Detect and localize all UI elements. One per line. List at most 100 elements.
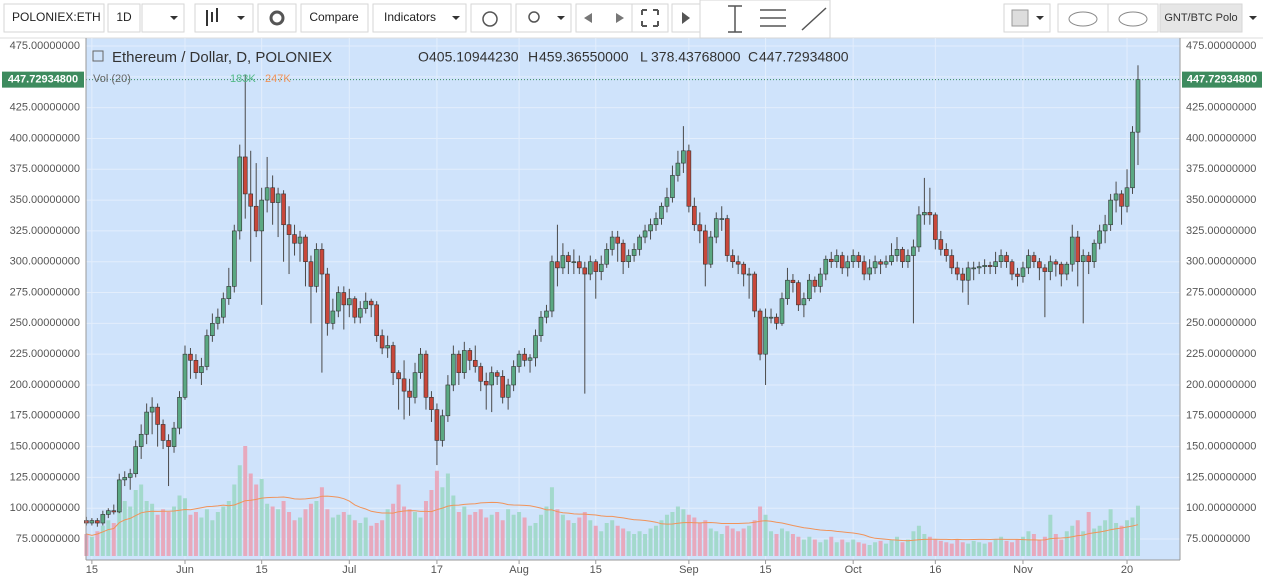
- volume-bar: [955, 539, 960, 556]
- legend-value: 447.72934800: [759, 49, 849, 65]
- indicators[interactable]: Indicators: [384, 10, 436, 24]
- volume-legend: Vol (20): [93, 73, 131, 85]
- volume-bar: [840, 539, 845, 556]
- volume-bar: [999, 536, 1004, 556]
- y-tick-label-right: 425.00000000: [1186, 102, 1256, 114]
- candle-body: [292, 234, 297, 244]
- volume-bar: [133, 490, 138, 556]
- volume-bar: [265, 503, 270, 556]
- settings-button[interactable]: [257, 3, 297, 33]
- candle-body: [943, 249, 949, 256]
- candle-body: [445, 384, 451, 417]
- compare[interactable]: Compare: [309, 10, 359, 24]
- more-button[interactable]: [141, 3, 185, 33]
- bulb-icon: [528, 11, 540, 23]
- indicators-button[interactable]: [372, 3, 467, 33]
- volume-bar: [610, 520, 615, 556]
- chart-style-button[interactable]: [194, 3, 254, 33]
- y-tick-label: 425.00000000: [10, 102, 80, 114]
- volume-bar: [878, 540, 883, 556]
- candle-body: [965, 267, 971, 281]
- candle-body: [215, 316, 221, 324]
- y-tick-label: 200.00000000: [10, 379, 80, 391]
- layout-box[interactable]: [1159, 3, 1243, 33]
- plot-area: [86, 38, 1180, 560]
- last-price-label: 447.72934800: [1187, 74, 1257, 86]
- volume-bar: [122, 501, 127, 556]
- candle-body: [188, 353, 193, 361]
- candle-body: [845, 261, 851, 269]
- candle-body: [1119, 193, 1124, 207]
- drawing-tools[interactable]: [699, 0, 831, 39]
- candle-body: [467, 350, 473, 361]
- y-tick-label-right: 75.00000000: [1186, 533, 1250, 545]
- volume-bar: [1015, 539, 1020, 556]
- volume-bar: [758, 506, 763, 556]
- alert-button[interactable]: [470, 3, 512, 33]
- candle-body: [538, 316, 544, 336]
- volume-bar: [369, 525, 374, 556]
- candle-body: [620, 242, 626, 263]
- volume-bar: [1070, 525, 1075, 556]
- legend-key: C: [748, 49, 758, 65]
- candle-body: [872, 261, 878, 269]
- candle-body: [927, 212, 933, 216]
- color-swatch: [1011, 9, 1029, 27]
- gear-icon: [269, 10, 285, 26]
- volume-bar: [385, 509, 390, 556]
- x-tick-label: 15: [590, 564, 602, 576]
- volume-bar: [111, 523, 116, 556]
- volume-bar: [769, 531, 774, 556]
- volume-bar: [155, 514, 160, 556]
- x-tick-label: Sep: [679, 564, 699, 576]
- candle-body: [593, 261, 599, 272]
- candle-body: [998, 255, 1004, 263]
- volume-bar: [473, 512, 478, 556]
- volume-bar: [632, 534, 637, 556]
- volume-ma: [86, 495, 1139, 542]
- fullscreen-button[interactable]: [631, 3, 669, 33]
- candle-body: [867, 267, 872, 275]
- compare-button[interactable]: [300, 3, 369, 33]
- volume-bar: [1026, 531, 1031, 556]
- caret: [557, 16, 565, 20]
- volume-bar: [128, 506, 133, 556]
- candle-body: [790, 279, 796, 283]
- volume-bar: [982, 543, 987, 556]
- interval-box[interactable]: [107, 3, 141, 33]
- symbol[interactable]: POLONIEX:ETH: [12, 10, 101, 24]
- candle-body: [1042, 267, 1048, 272]
- volume-bar: [659, 520, 664, 556]
- candle-body: [253, 205, 259, 232]
- volume-bar: [884, 543, 889, 556]
- volume-bar: [1125, 520, 1130, 556]
- y-tick-label: 350.00000000: [10, 194, 80, 206]
- save-button[interactable]: [1107, 3, 1159, 33]
- x-tick-label: Nov: [1013, 564, 1033, 576]
- volume-bar: [451, 495, 456, 556]
- candle-body: [1020, 267, 1026, 277]
- volume-bar: [571, 523, 576, 556]
- candle-body: [210, 323, 215, 336]
- volume-bar: [413, 512, 418, 556]
- symbol-box[interactable]: [3, 3, 105, 33]
- volume-bar: [336, 514, 341, 556]
- legend-value: 378.43768000: [651, 49, 741, 65]
- volume-bar: [462, 506, 467, 556]
- volume-bar: [254, 484, 259, 556]
- candle-body: [1069, 236, 1075, 265]
- candle-body: [199, 366, 204, 373]
- layout-name[interactable]: GNT/BTC Polo: [1164, 12, 1237, 24]
- volume-bar: [1130, 517, 1135, 556]
- legend-value: 459.36550000: [539, 49, 629, 65]
- candle-body: [122, 477, 128, 481]
- chart-title: Ethereum / Dollar, D, POLONIEX: [112, 49, 332, 66]
- interval[interactable]: 1D: [116, 10, 132, 24]
- candle-body: [440, 415, 445, 441]
- volume-bar: [681, 509, 686, 556]
- volume-bar: [582, 512, 587, 556]
- volume-bar: [714, 531, 719, 556]
- last-price-box: [1182, 71, 1262, 88]
- load-button[interactable]: [1057, 3, 1109, 33]
